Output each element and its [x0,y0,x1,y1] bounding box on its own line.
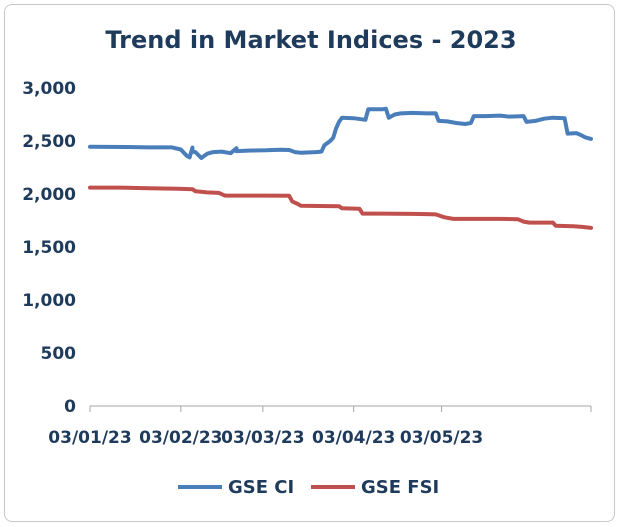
x-tick-label: 03/03/23 [221,428,304,448]
legend-label: GSE CI [228,477,294,498]
legend: GSE CI GSE FSI [178,477,439,498]
y-tick-label: 2,000 [22,185,76,205]
series-line-gse-ci [88,106,593,160]
x-tick-label: 03/05/23 [400,428,483,448]
y-tick-label: 0 [64,397,76,417]
y-tick-label: 2,500 [22,132,76,152]
series-lines [88,106,593,230]
y-axis-ticks: 0 500 1,000 1,500 2,000 2,500 3,000 [22,79,76,417]
y-tick-label: 1,000 [22,291,76,311]
y-tick-label: 1,500 [22,238,76,258]
series-line-gse-fsi [88,185,593,230]
x-tick-label: 03/01/23 [48,428,131,448]
legend-label: GSE FSI [361,477,439,498]
chart-frame [4,4,615,522]
x-tick-label: 03/02/23 [139,428,222,448]
chart-title: Trend in Market Indices - 2023 [105,26,516,54]
y-tick-label: 500 [41,344,77,364]
y-tick-label: 3,000 [22,79,76,99]
x-tick-label: 03/04/23 [312,428,395,448]
